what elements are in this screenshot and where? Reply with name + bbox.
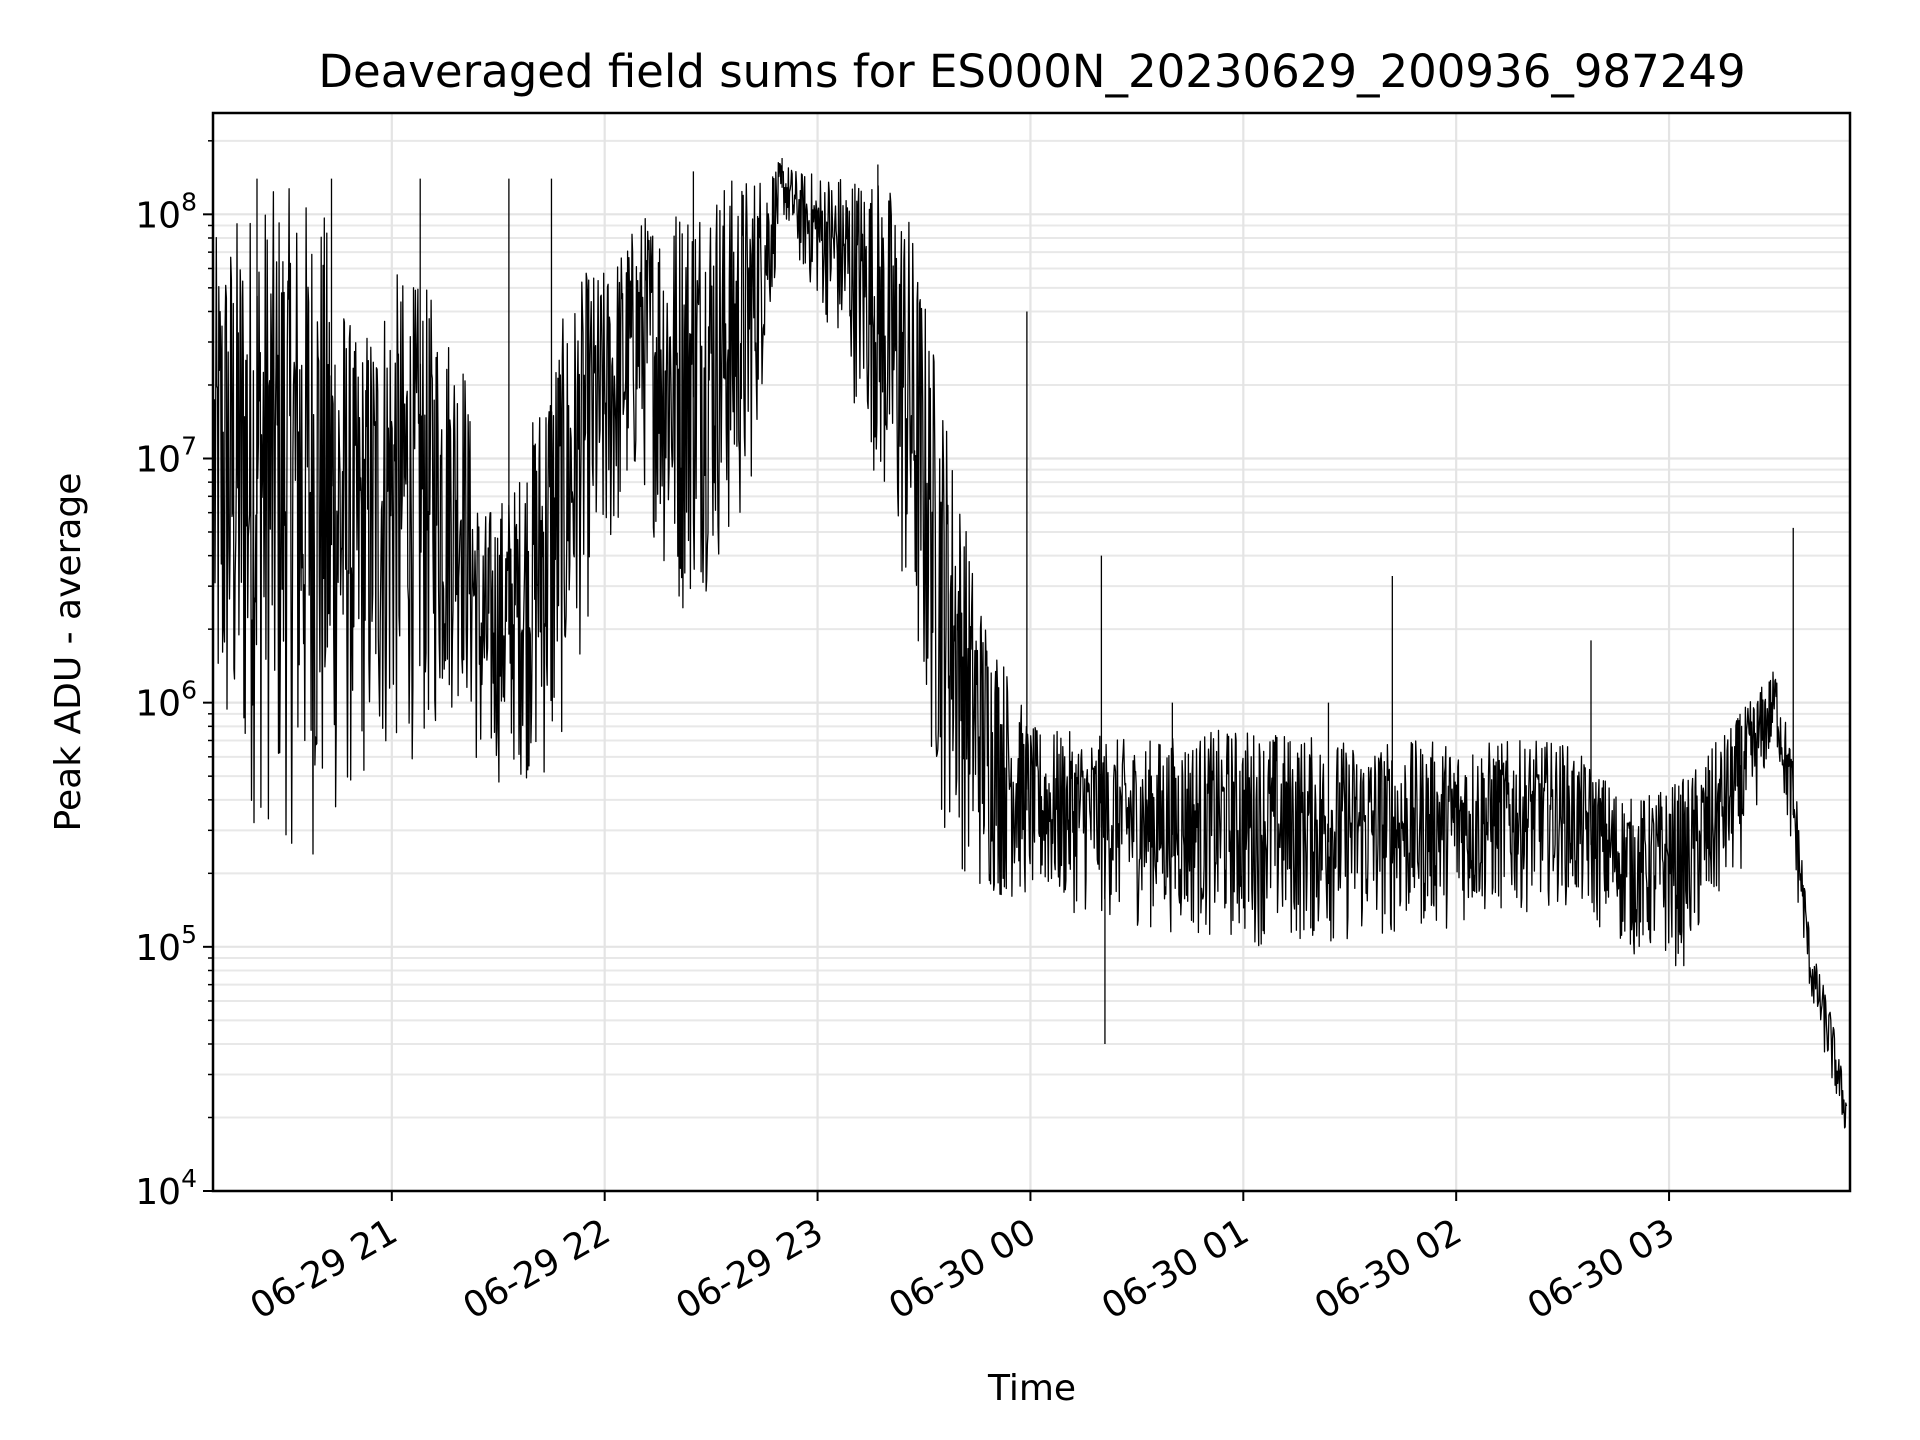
y-tick-label: 108 (135, 187, 197, 236)
series-trace (213, 161, 1848, 1129)
chart-title: Deaveraged field sums for ES000N_2023062… (318, 45, 1745, 98)
y-tick-label-exponent: 4 (181, 1164, 197, 1193)
y-tick-label-exponent: 5 (181, 920, 197, 949)
y-tick-label-base: 10 (135, 439, 181, 480)
y-tick-label-exponent: 8 (181, 187, 197, 216)
y-tick-label-exponent: 6 (181, 676, 197, 705)
y-tick-label-exponent: 7 (181, 431, 197, 460)
y-tick-label-base: 10 (135, 928, 181, 969)
x-axis-label: Time (987, 1368, 1076, 1409)
series-line (213, 158, 1848, 1129)
y-tick-label-base: 10 (135, 684, 181, 725)
plot-frame (211, 111, 1852, 1193)
y-tick-label-base: 10 (135, 1172, 181, 1213)
y-tick-label: 106 (135, 676, 197, 725)
y-tick-label: 104 (135, 1164, 197, 1213)
y-tick-label-base: 10 (135, 195, 181, 236)
y-tick-label: 105 (135, 920, 197, 969)
y-tick-label: 107 (135, 431, 197, 480)
y-axis-label: Peak ADU - average (48, 473, 89, 832)
